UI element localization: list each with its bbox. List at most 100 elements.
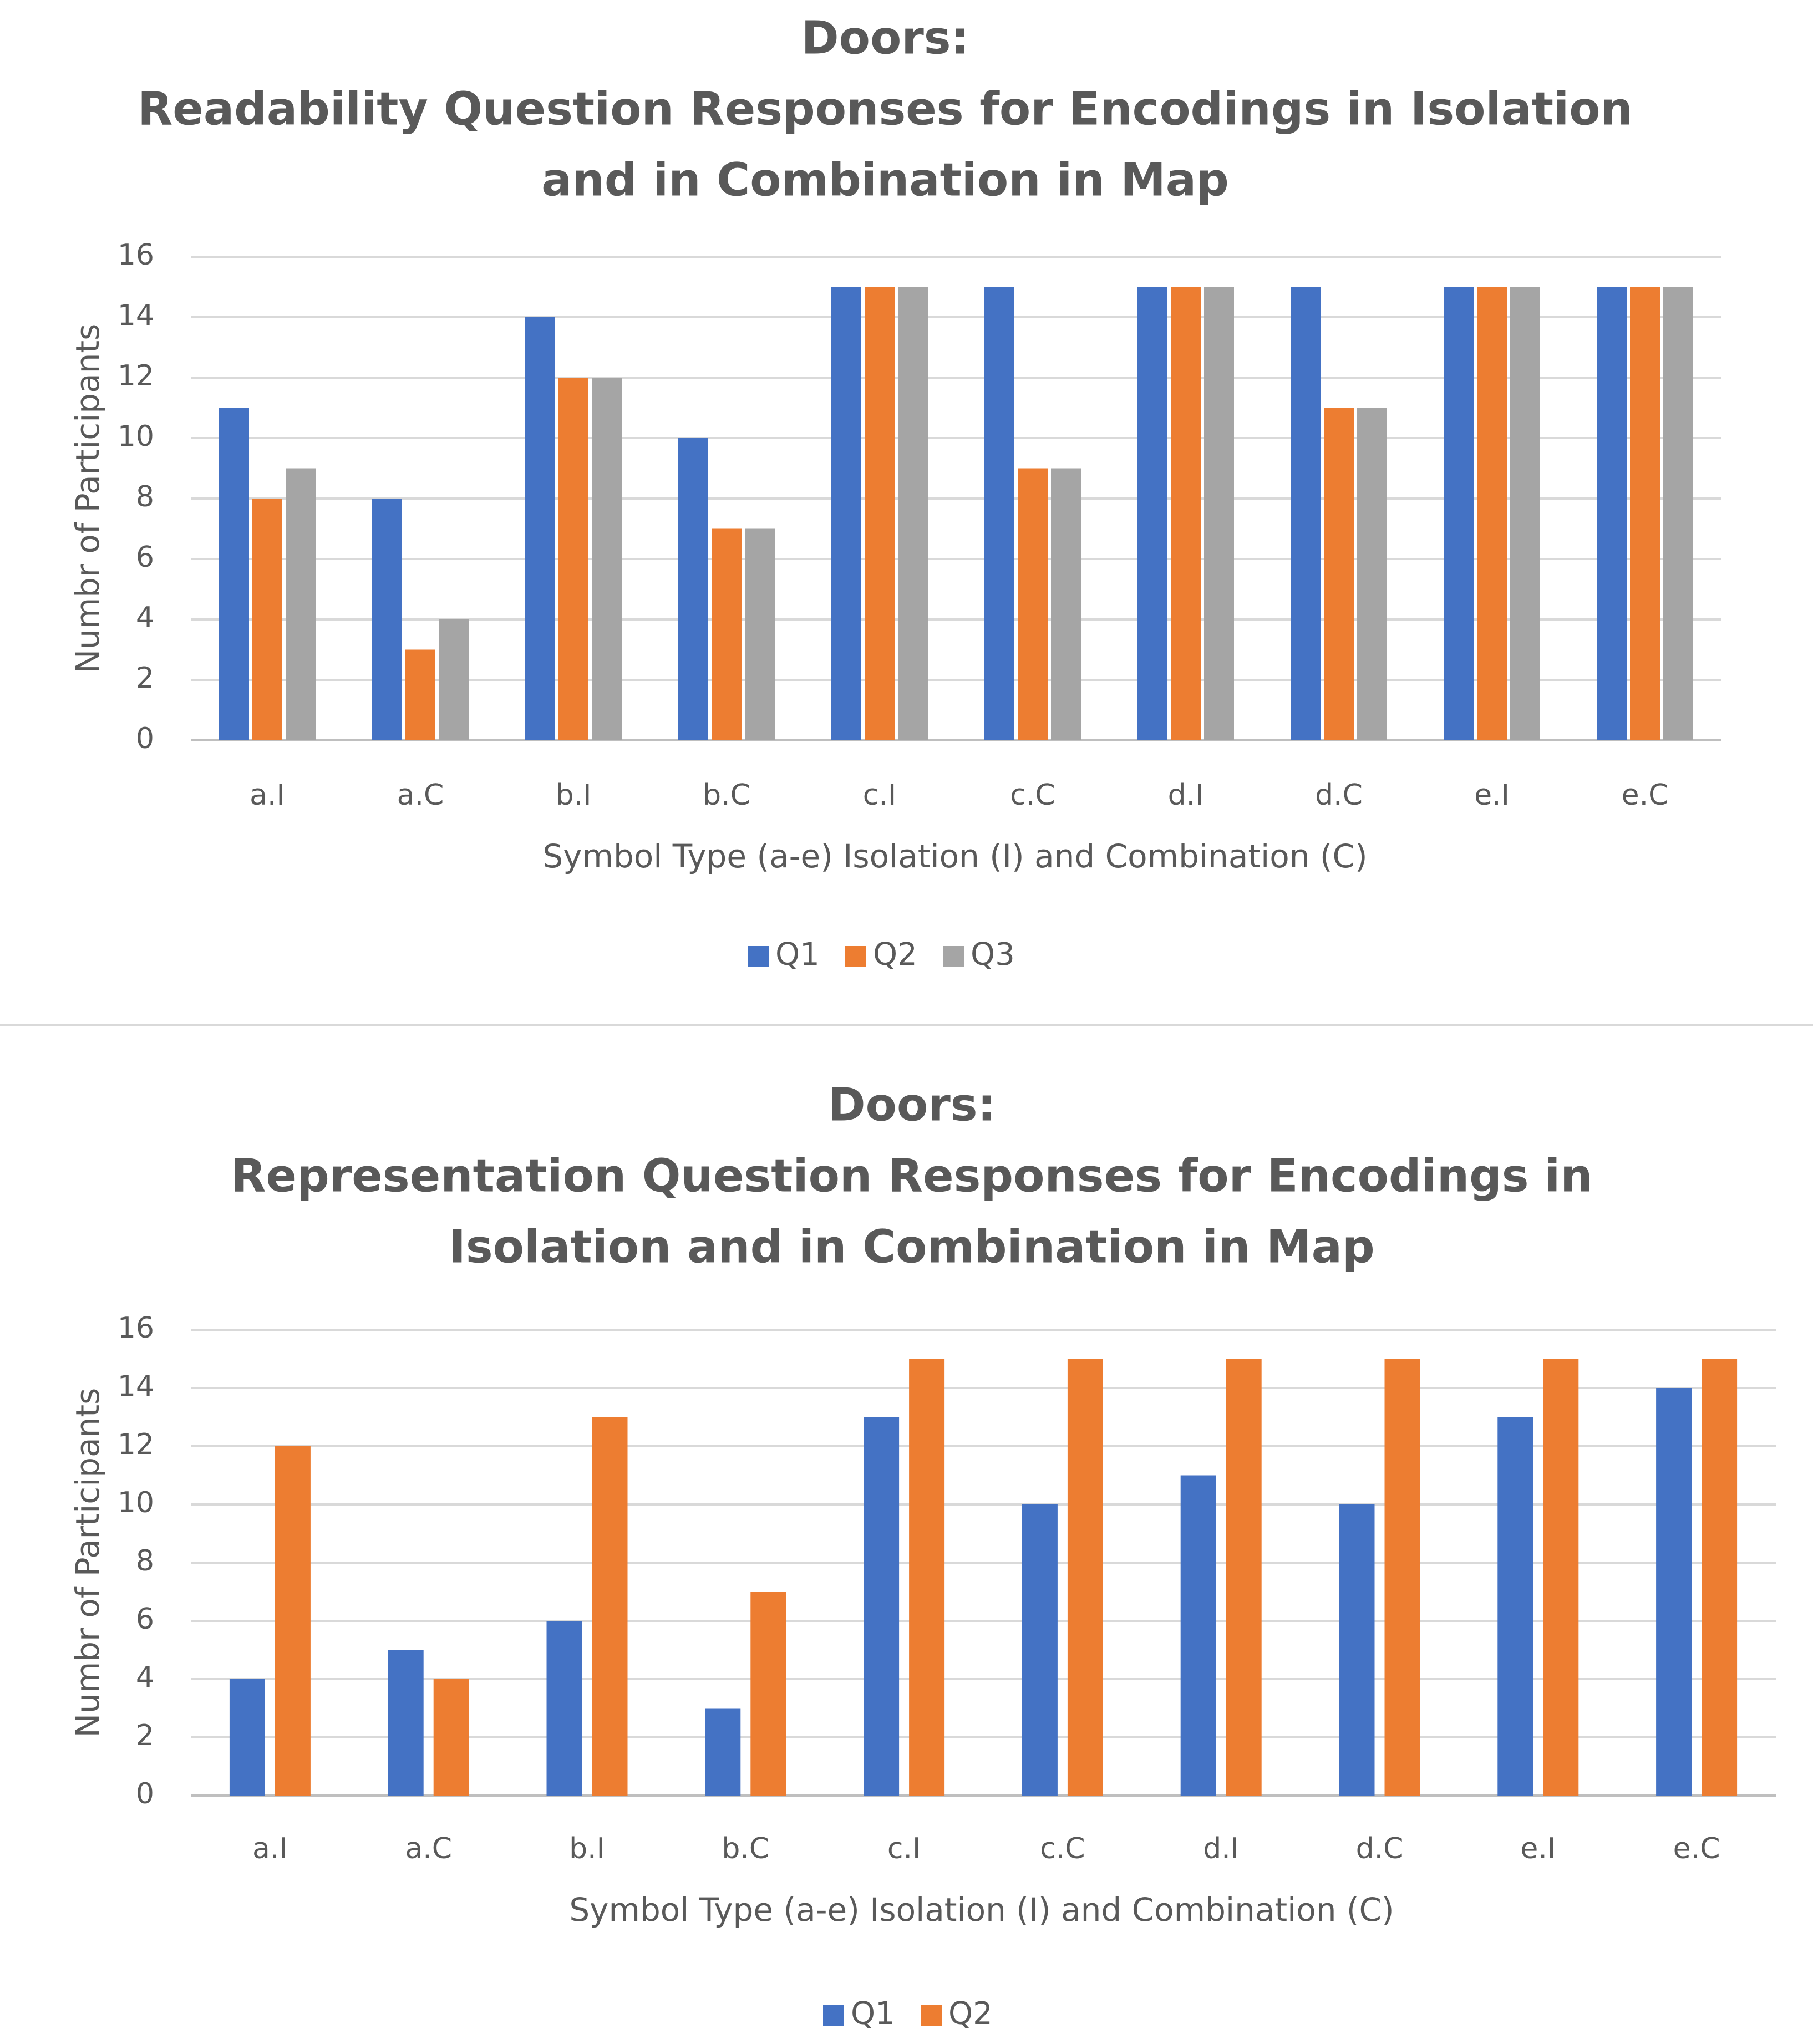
bar-q2-a-c	[433, 1679, 469, 1796]
legend-label-q2: Q2	[873, 937, 917, 973]
y-tick-label: 6	[136, 1603, 154, 1636]
bar-q3-d-i	[1204, 287, 1234, 740]
bar-q2-b-c	[750, 1592, 786, 1796]
x-tick-label: e.I	[1474, 779, 1510, 812]
y-tick-label: 14	[118, 1370, 154, 1403]
bar-q2-d-c	[1384, 1359, 1420, 1796]
x-tick-label: c.C	[1010, 779, 1055, 812]
y-tick-label: 8	[136, 480, 154, 513]
y-tick-label: 8	[136, 1544, 154, 1578]
bar-q1-c-i	[831, 287, 861, 740]
bar-q2-c-c	[1067, 1359, 1103, 1796]
x-tick-label: b.I	[556, 779, 592, 812]
x-tick-label: a.I	[252, 1832, 288, 1865]
bar-q1-d-c	[1291, 287, 1321, 740]
legend-label-q3: Q3	[971, 937, 1015, 973]
bar-q3-d-c	[1357, 408, 1387, 740]
x-tick-label: d.C	[1356, 1832, 1404, 1865]
x-tick-label: a.I	[250, 779, 285, 812]
bar-q2-e-c	[1630, 287, 1660, 740]
x-tick-label: d.I	[1168, 779, 1204, 812]
bar-q2-b-c	[712, 528, 742, 740]
bar-q3-b-i	[592, 378, 622, 740]
legend-swatch-q2	[921, 2005, 942, 2026]
legend-label-q1: Q1	[775, 937, 820, 973]
bar-q1-a-i	[229, 1679, 265, 1796]
bar-q2-e-i	[1477, 287, 1507, 740]
readability-chart: Doors: Readability Question Responses for…	[69, 12, 1721, 973]
chart-title-line: Isolation and in Combination in Map	[449, 1221, 1374, 1273]
bar-q1-d-i	[1180, 1475, 1216, 1796]
bar-q2-b-i	[592, 1417, 628, 1796]
bar-q1-b-c	[705, 1708, 741, 1796]
legend-label-q2: Q2	[948, 1996, 993, 2032]
bar-q1-e-c	[1597, 287, 1627, 740]
x-tick-label: d.I	[1203, 1832, 1239, 1865]
representation-chart: Doors: Representation Question Responses …	[69, 1079, 1776, 2032]
y-tick-label: 14	[118, 299, 154, 332]
y-tick-label: 10	[118, 420, 154, 453]
y-tick-label: 6	[136, 541, 154, 574]
bar-q2-a-c	[405, 649, 435, 740]
bar-q2-e-i	[1543, 1359, 1579, 1796]
legend-swatch-q1	[823, 2005, 844, 2026]
bar-q2-c-i	[909, 1359, 945, 1796]
y-tick-label: 16	[118, 1311, 154, 1345]
y-tick-label: 2	[136, 662, 154, 695]
x-tick-label: e.I	[1520, 1832, 1556, 1865]
bar-q2-d-i	[1171, 287, 1201, 740]
bar-q2-d-c	[1324, 408, 1354, 740]
bar-q1-d-c	[1339, 1504, 1375, 1796]
y-tick-label: 10	[118, 1486, 154, 1519]
bar-q1-e-i	[1497, 1417, 1533, 1796]
bar-q1-a-c	[372, 499, 402, 740]
y-tick-label: 4	[136, 1661, 154, 1694]
bar-q2-e-c	[1702, 1359, 1738, 1796]
bar-q1-a-i	[219, 408, 249, 740]
legend-label-q1: Q1	[851, 1996, 895, 2032]
y-axis-label: Numbr of Participants	[69, 324, 106, 674]
x-tick-label: a.C	[397, 779, 444, 812]
bar-q3-c-i	[898, 287, 928, 740]
bar-q1-d-i	[1137, 287, 1167, 740]
bar-q1-e-c	[1656, 1388, 1692, 1796]
bar-q1-e-i	[1444, 287, 1474, 740]
y-axis-label: Numbr of Participants	[69, 1388, 106, 1738]
bar-q3-b-c	[745, 528, 775, 740]
y-tick-label: 16	[118, 238, 154, 272]
chart-title-line: and in Combination in Map	[541, 154, 1229, 206]
bar-q2-a-i	[252, 499, 282, 740]
bar-q1-b-c	[678, 438, 708, 740]
bar-q1-b-i	[525, 317, 555, 740]
bar-q3-a-i	[286, 468, 316, 740]
bar-q2-b-i	[558, 378, 588, 740]
bar-q1-a-c	[388, 1650, 424, 1796]
x-tick-label: d.C	[1315, 779, 1363, 812]
bar-q2-c-i	[865, 287, 895, 740]
y-tick-label: 0	[136, 722, 154, 755]
x-tick-label: e.C	[1622, 779, 1669, 812]
legend-swatch-q2	[845, 946, 866, 967]
y-tick-label: 12	[118, 359, 154, 393]
bar-q2-d-i	[1226, 1359, 1262, 1796]
x-axis-label: Symbol Type (a-e) Isolation (I) and Comb…	[569, 1891, 1394, 1929]
bar-q3-c-c	[1051, 468, 1081, 740]
chart-title-line: Readability Question Responses for Encod…	[138, 83, 1633, 135]
legend-swatch-q1	[748, 946, 769, 967]
bar-q1-b-i	[546, 1621, 582, 1796]
bar-q1-c-c	[984, 287, 1014, 740]
bar-q3-e-i	[1510, 287, 1540, 740]
bar-q1-c-i	[864, 1417, 900, 1796]
x-tick-label: c.C	[1040, 1832, 1085, 1865]
x-tick-label: c.I	[863, 779, 896, 812]
y-tick-label: 2	[136, 1719, 154, 1752]
chart-title-line: Doors:	[801, 12, 969, 64]
bar-q3-a-c	[439, 619, 469, 740]
chart-title-line: Doors:	[828, 1079, 996, 1131]
x-axis-label: Symbol Type (a-e) Isolation (I) and Comb…	[542, 837, 1367, 875]
x-tick-label: c.I	[887, 1832, 921, 1865]
y-tick-label: 4	[136, 601, 154, 634]
legend-swatch-q3	[943, 946, 964, 967]
bar-q1-c-c	[1022, 1504, 1058, 1796]
